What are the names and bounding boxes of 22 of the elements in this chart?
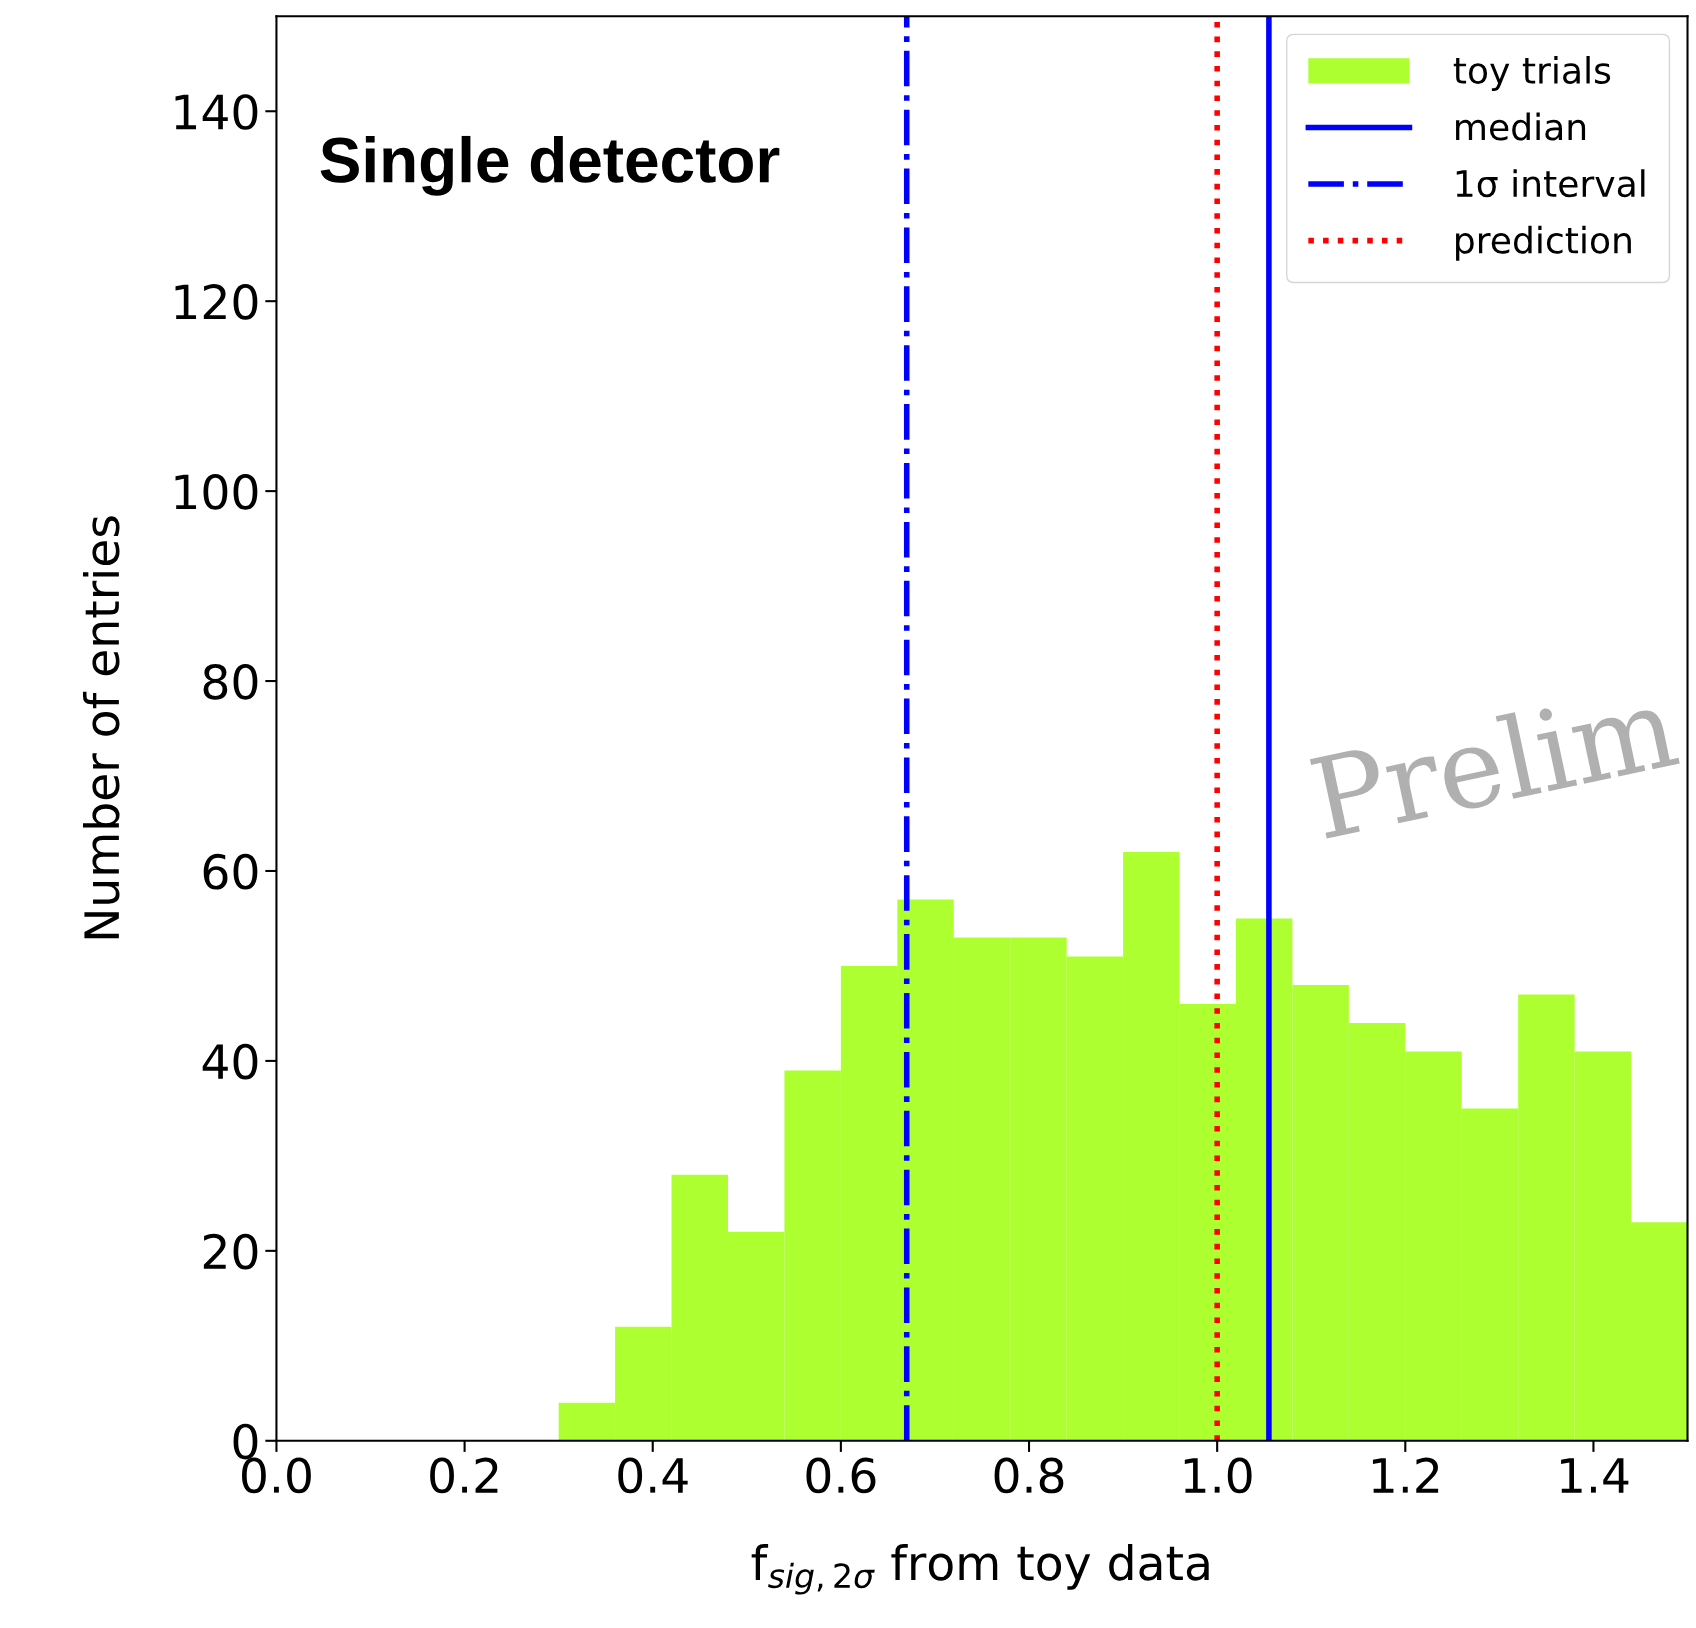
legend-label: prediction: [1456, 225, 1631, 261]
y-tick-label: 60: [203, 853, 258, 890]
y-axis-title: Number of entries: [82, 516, 120, 939]
legend-label: toy trials: [1453, 56, 1611, 91]
x-axis-title: f$_{sig,2σ}$ from toy data: [751, 1544, 1209, 1595]
x-tick-label: 1.2: [1372, 1457, 1439, 1493]
x-tick-label: 0.8: [994, 1457, 1064, 1494]
x-tick-label: 1.0: [1184, 1457, 1252, 1494]
legend-label: median: [1456, 112, 1586, 141]
y-tick-label: 40: [202, 1043, 258, 1080]
x-tick-label: 0.6: [806, 1457, 876, 1494]
y-tick-label: 100: [175, 474, 258, 510]
y-tick-label: 120: [175, 284, 258, 320]
x-tick-label: 0.2: [430, 1457, 498, 1494]
annotation: Prelim: [1309, 680, 1681, 840]
y-tick-label: 80: [203, 663, 258, 700]
x-tick-label: 1.4: [1561, 1458, 1629, 1493]
y-tick-label: 140: [175, 94, 258, 130]
x-tick-label: 0.4: [618, 1457, 688, 1494]
y-tick-label: 20: [203, 1233, 258, 1270]
text: Single detector: [320, 135, 780, 196]
legend-label: 1σ interval: [1456, 169, 1645, 198]
